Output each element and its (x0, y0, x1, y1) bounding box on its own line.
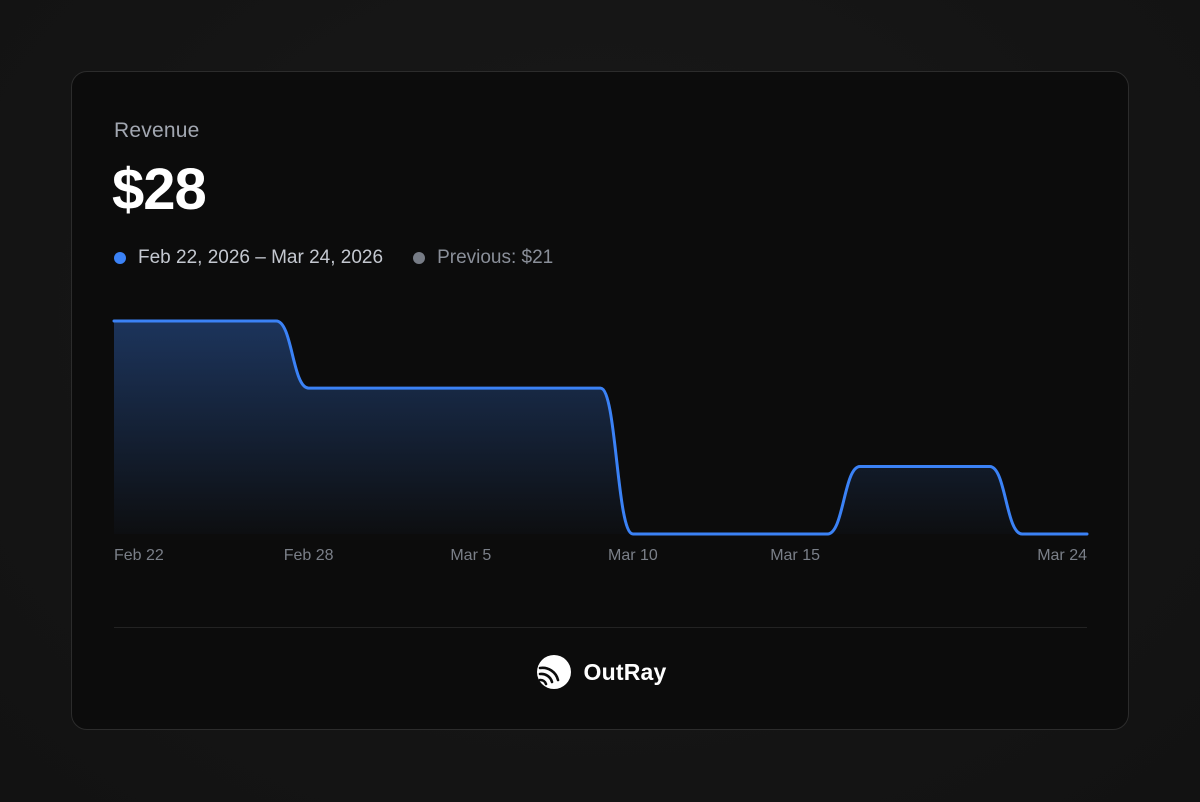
brand: OutRay (72, 654, 1130, 690)
legend-dot-current (114, 252, 126, 264)
revenue-line (112, 319, 1089, 536)
x-tick-label: Feb 28 (284, 547, 334, 564)
legend-item-current: Feb 22, 2026 – Mar 24, 2026 (114, 247, 383, 269)
x-tick-label: Mar 24 (1037, 547, 1087, 564)
revenue-card: Revenue $28 Feb 22, 2026 – Mar 24, 2026 … (71, 71, 1129, 730)
metric-label: Revenue (114, 119, 200, 142)
legend-dot-previous (413, 252, 426, 264)
legend-item-previous: Previous: $21 (413, 247, 553, 269)
x-axis-ticks: Feb 22 Feb 28 Mar 5 Mar 10 Mar 15 Mar 24 (114, 547, 1087, 564)
legend-previous-value: Previous: $21 (437, 247, 554, 268)
chart-legend: Feb 22, 2026 – Mar 24, 2026 Previous: $2… (114, 244, 583, 272)
footer-divider (114, 627, 1087, 628)
revenue-area-chart: Feb 22 Feb 28 Mar 5 Mar 10 Mar 15 Mar 24 (112, 319, 1089, 564)
metric-value: $28 (112, 157, 207, 222)
x-tick-label: Feb 22 (114, 547, 164, 564)
revenue-area (114, 321, 1087, 534)
x-tick-label: Mar 15 (770, 547, 820, 564)
x-tick-label: Mar 10 (608, 547, 658, 564)
x-tick-label: Mar 5 (450, 547, 491, 564)
brand-name: OutRay (583, 658, 667, 685)
legend-current-range: Feb 22, 2026 – Mar 24, 2026 (138, 247, 384, 268)
outray-logo-icon (536, 655, 571, 689)
